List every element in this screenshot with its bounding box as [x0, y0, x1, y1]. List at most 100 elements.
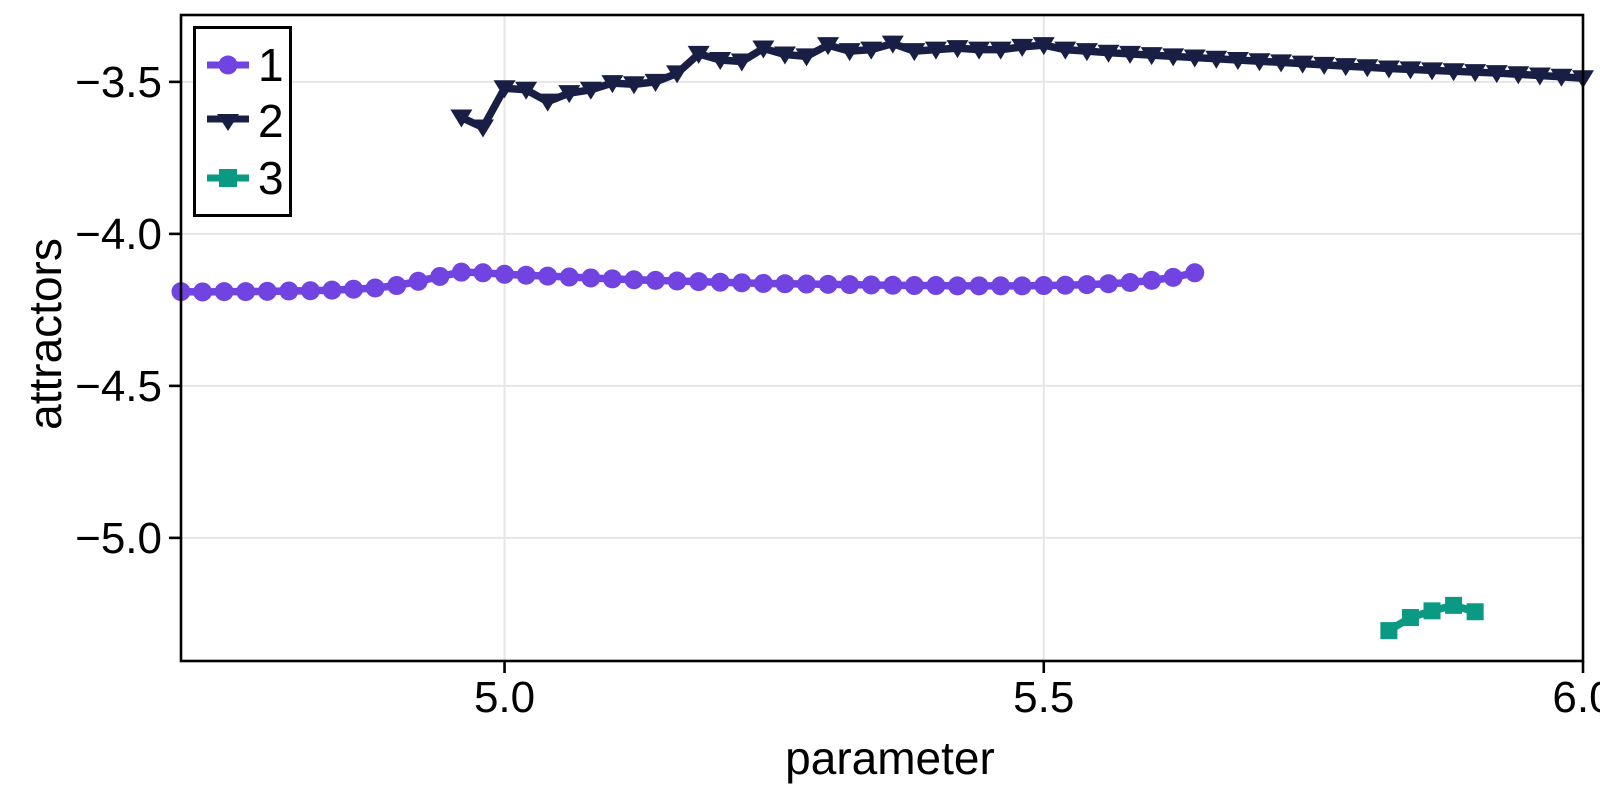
series-2-point — [536, 93, 559, 112]
series-2-point — [968, 41, 991, 60]
series-1-point — [818, 274, 838, 294]
series-1-point — [538, 266, 558, 286]
series-2-point — [1550, 68, 1573, 87]
circle-marker-icon — [207, 55, 249, 75]
series-2-point — [471, 119, 494, 138]
series-2-point — [1119, 45, 1142, 64]
series-1-point — [753, 273, 773, 293]
series-2-point — [558, 85, 581, 104]
series-1-point — [408, 271, 428, 291]
series-1-point — [689, 272, 709, 292]
series-1-point — [1077, 275, 1097, 295]
series-2-point — [1226, 51, 1249, 70]
series-1-point — [322, 280, 342, 300]
y-tick-label--4: −4.0 — [75, 210, 162, 259]
series-2-point — [493, 80, 516, 99]
series-1-point — [775, 274, 795, 294]
series-1-point — [344, 279, 364, 299]
series-2-point — [1334, 58, 1357, 77]
series-1 — [171, 262, 1205, 302]
series-1-point — [430, 266, 450, 286]
legend: 1 2 3 — [193, 26, 292, 217]
series-1-point — [947, 276, 967, 296]
triangle-down-marker-icon — [207, 114, 249, 132]
legend-label-1: 1 — [258, 39, 284, 92]
series-2-point — [924, 41, 947, 60]
series-2-point — [730, 53, 753, 72]
series-2-point — [622, 76, 645, 95]
y-tick-label--4.5: −4.5 — [75, 362, 162, 411]
series-2-point — [1507, 66, 1530, 85]
series-1-point — [883, 275, 903, 295]
series-2-point — [601, 75, 624, 94]
series-2-point — [1421, 62, 1444, 81]
series-1-point — [1120, 273, 1140, 293]
series-2-point — [1313, 56, 1336, 75]
series-1-point — [559, 267, 579, 287]
legend-item-2: 2 — [205, 98, 285, 144]
series-1-point — [1034, 276, 1054, 296]
series-1-point — [732, 273, 752, 293]
series-2-point — [644, 73, 667, 92]
series-1-point — [279, 281, 299, 301]
x-tick-label-6: 6.0 — [1552, 673, 1600, 722]
series-1-point — [193, 282, 213, 302]
series-1-point — [1012, 276, 1032, 296]
series-2-point — [1183, 49, 1206, 68]
series-2-point — [1485, 65, 1508, 84]
series-2-point — [1377, 60, 1400, 79]
series-3-point — [1445, 596, 1463, 614]
series-1-point — [516, 265, 536, 285]
series-1-point — [451, 262, 471, 282]
series-3-point — [1380, 622, 1398, 640]
series-1-point — [300, 281, 320, 301]
legend-item-3: 3 — [205, 155, 285, 201]
series-2-point — [1291, 55, 1314, 74]
series-3-point — [1423, 602, 1441, 620]
series-2-point — [1270, 54, 1293, 73]
series-2-point — [946, 40, 969, 59]
series-2-point — [795, 48, 818, 67]
legend-label-2: 2 — [258, 95, 284, 148]
legend-label-3: 3 — [258, 151, 284, 204]
series-1-point — [581, 268, 601, 288]
series-2-point — [1097, 44, 1120, 63]
series-1-point — [969, 276, 989, 296]
series-2 — [450, 35, 1594, 138]
series-1-point — [861, 275, 881, 295]
series-2-point — [709, 51, 732, 70]
series-2-point — [860, 41, 883, 60]
y-axis-label: attractors — [19, 238, 71, 430]
series-1-point — [624, 270, 644, 290]
series-1-point — [1055, 275, 1075, 295]
series-2-point — [666, 65, 689, 84]
series-2-point — [989, 41, 1012, 60]
series-1-point — [667, 271, 687, 291]
series-1-point — [840, 275, 860, 295]
y-tick-label--3.5: −3.5 — [75, 58, 162, 107]
series-1-point — [473, 263, 493, 283]
series-1-point — [797, 274, 817, 294]
series-1-point — [1163, 267, 1183, 287]
series-1-point — [257, 281, 277, 301]
series-1-point — [710, 272, 730, 292]
series-2-point — [1528, 67, 1551, 86]
series-3 — [1380, 596, 1484, 640]
series-1-point — [926, 276, 946, 296]
x-axis-label: parameter — [785, 732, 995, 784]
series-1-point — [602, 269, 622, 289]
series-2-point — [1140, 47, 1163, 66]
series-1-point — [1098, 274, 1118, 294]
series-3-point — [1401, 609, 1419, 627]
series-2-point — [1032, 37, 1055, 56]
series-2-point — [752, 40, 775, 59]
series-2-point — [450, 109, 473, 128]
series-2-point — [838, 43, 861, 62]
series-2-point — [1356, 59, 1379, 78]
series-2-point — [1011, 38, 1034, 57]
series-2-point — [1248, 53, 1271, 72]
series-1-point — [365, 278, 385, 298]
series-2-point — [687, 45, 710, 64]
